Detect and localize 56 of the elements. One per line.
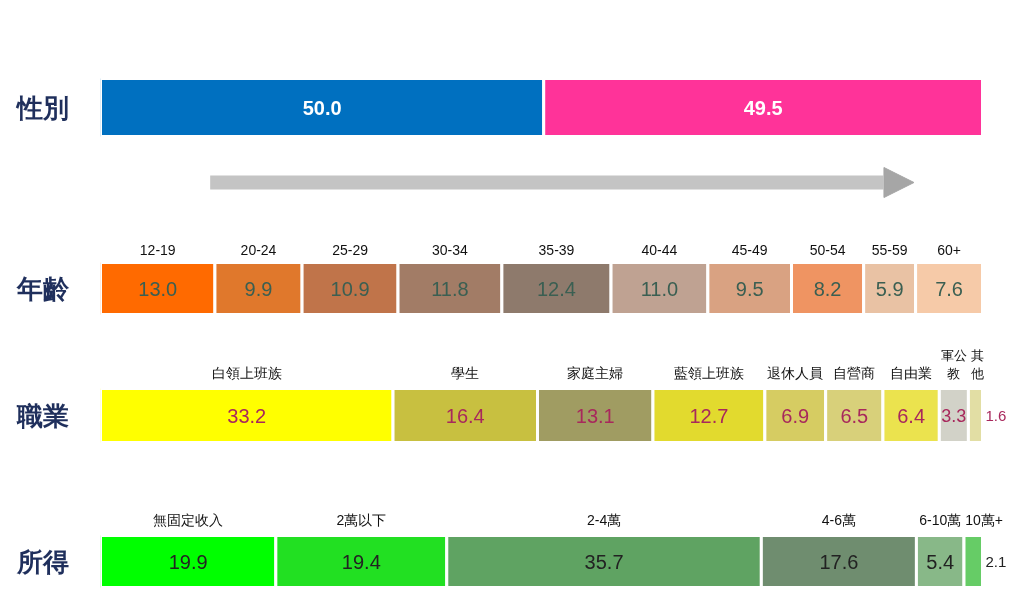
data-label: 8.2 bbox=[813, 277, 842, 300]
data-label: 35.7 bbox=[584, 550, 624, 573]
series-label: 30-34 bbox=[432, 241, 469, 258]
series-label: 60+ bbox=[937, 241, 961, 258]
data-label: 13.1 bbox=[575, 404, 615, 427]
data-label: 9.9 bbox=[244, 277, 273, 300]
data-label: 1.6 bbox=[985, 406, 1007, 424]
data-label: 5.4 bbox=[926, 550, 955, 573]
series-label: 25-29 bbox=[332, 241, 369, 258]
series-label: 45-49 bbox=[731, 241, 768, 258]
data-label: 12.4 bbox=[537, 277, 576, 300]
data-label: 49.5 bbox=[743, 96, 783, 119]
data-label: 33.2 bbox=[227, 404, 267, 427]
series-label: 退休人員 bbox=[767, 364, 824, 381]
data-label: 5.9 bbox=[875, 277, 904, 300]
series-label: 自營商 bbox=[833, 364, 876, 381]
data-label: 2.1 bbox=[985, 552, 1007, 570]
series-label: 6-10萬 bbox=[919, 511, 962, 528]
data-label: 6.4 bbox=[897, 404, 926, 427]
data-label: 17.6 bbox=[819, 550, 859, 573]
series-label: 自由業 bbox=[890, 364, 933, 381]
series-label: 55-59 bbox=[871, 241, 908, 258]
series-label: 白領上班族 bbox=[211, 364, 282, 381]
data-label: 11.8 bbox=[431, 277, 469, 300]
series-label: 12-19 bbox=[139, 241, 176, 258]
data-label: 9.5 bbox=[735, 277, 764, 300]
data-label: 19.4 bbox=[341, 550, 381, 573]
series-label: 學生 bbox=[451, 364, 480, 381]
series-label: 40-44 bbox=[641, 241, 678, 258]
data-label: 11.0 bbox=[640, 277, 679, 300]
series-label: 其他 bbox=[970, 347, 984, 381]
data-label: 50.0 bbox=[302, 96, 342, 119]
data-label: 6.9 bbox=[781, 404, 810, 427]
series-label: 無固定收入 bbox=[153, 511, 224, 528]
data-label: 3.3 bbox=[941, 406, 967, 426]
data-label: 13.0 bbox=[138, 277, 178, 300]
series-label: 10萬+ bbox=[965, 511, 1003, 528]
series-label: 藍領上班族 bbox=[673, 364, 744, 381]
series-label: 2萬以下 bbox=[336, 511, 387, 528]
series-label: 20-24 bbox=[240, 241, 277, 258]
series-label: 軍公教 bbox=[940, 347, 967, 381]
y-tick-label: 所得 bbox=[15, 546, 69, 577]
y-tick-label: 年齡 bbox=[15, 273, 70, 304]
data-label: 12.7 bbox=[689, 404, 729, 427]
data-label: 19.9 bbox=[168, 550, 208, 573]
data-label: 6.5 bbox=[840, 404, 869, 427]
series-label: 家庭主婦 bbox=[567, 364, 624, 381]
data-label: 16.4 bbox=[445, 404, 485, 427]
data-label: 10.9 bbox=[330, 277, 370, 300]
data-label: 7.6 bbox=[935, 277, 963, 300]
series-label: 2-4萬 bbox=[586, 511, 622, 528]
series-label: 4-6萬 bbox=[821, 511, 856, 528]
y-tick-label: 職業 bbox=[15, 400, 69, 431]
series-label: 50-54 bbox=[809, 241, 846, 258]
y-tick-label: 性別 bbox=[14, 92, 69, 123]
series-label: 35-39 bbox=[538, 241, 575, 258]
